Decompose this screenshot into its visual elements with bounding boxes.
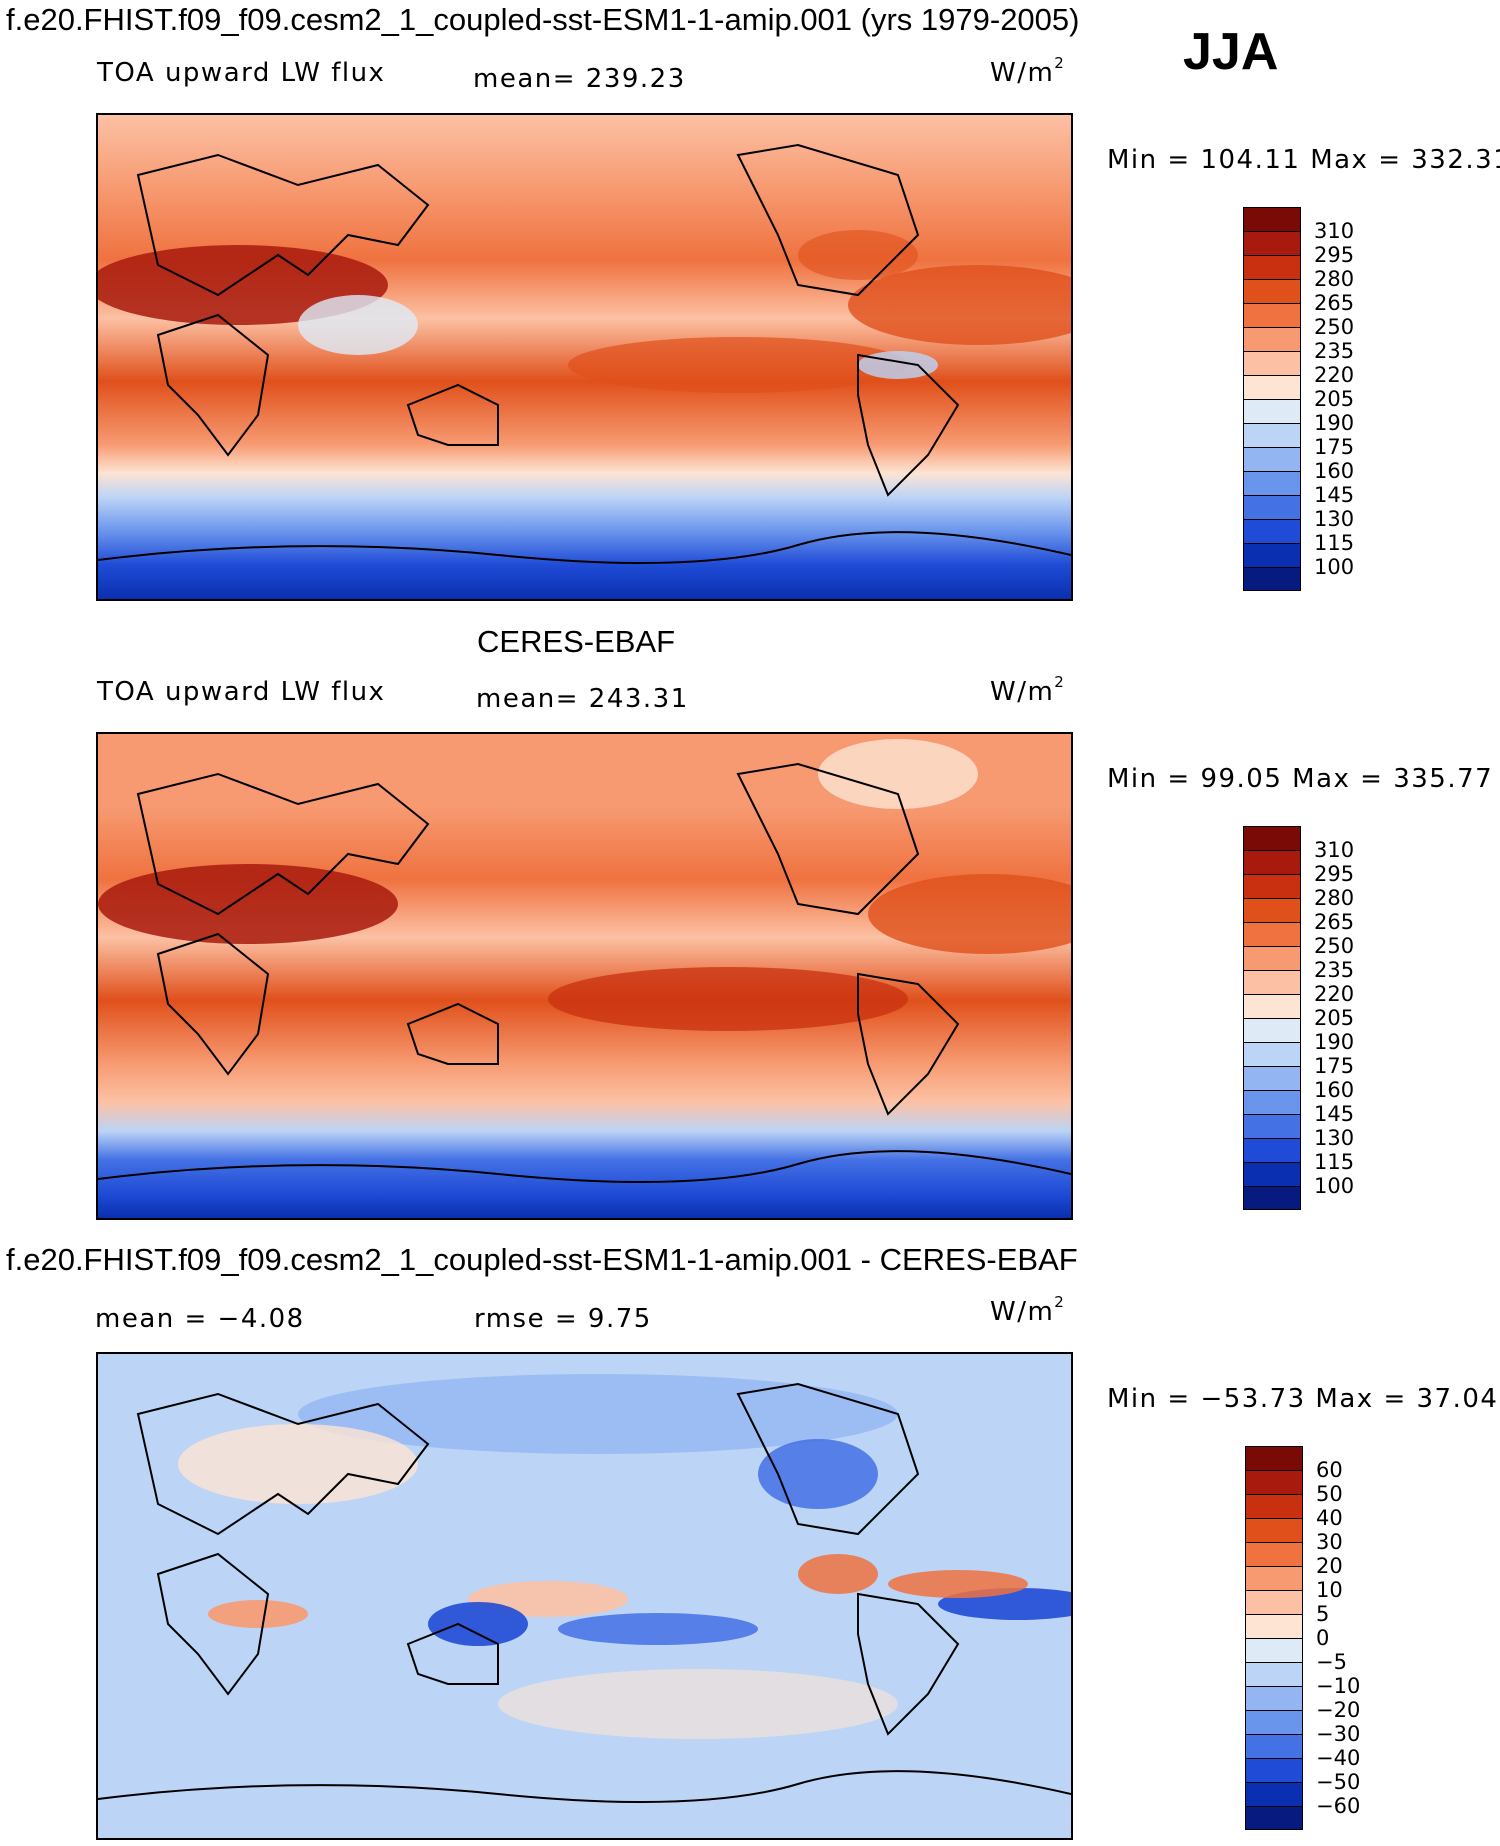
cb3-tick: −30 — [1316, 1722, 1361, 1746]
cb3-tick: 60 — [1316, 1458, 1343, 1482]
cb2-tick: 130 — [1314, 1126, 1355, 1150]
cb1-tick: 310 — [1314, 219, 1355, 243]
cb3-tick: 20 — [1316, 1554, 1343, 1578]
panel1-mean: mean= 239.23 — [473, 64, 686, 94]
cb1-tick: 175 — [1314, 435, 1355, 459]
panel3-units: W/m2 — [990, 1293, 1066, 1327]
cb2-tick: 250 — [1314, 934, 1355, 958]
cb1-tick: 295 — [1314, 243, 1355, 267]
panel1-colorbar — [1243, 207, 1301, 591]
cb2-tick: 160 — [1314, 1078, 1355, 1102]
panel3-minmax: Min = −53.73 Max = 37.04 — [1107, 1384, 1499, 1414]
cb2-tick: 145 — [1314, 1102, 1355, 1126]
panel1-minmax: Min = 104.11 Max = 332.31 — [1107, 145, 1500, 175]
panel3-rmse: rmse = 9.75 — [474, 1304, 652, 1334]
cb1-tick: 280 — [1314, 267, 1355, 291]
panel2-variable: TOA upward LW flux — [97, 677, 386, 707]
panel2-title: CERES-EBAF — [477, 624, 676, 659]
panel1-map — [96, 113, 1073, 601]
panel2-minmax: Min = 99.05 Max = 335.77 — [1107, 764, 1494, 794]
cb2-tick: 280 — [1314, 886, 1355, 910]
panel1-variable: TOA upward LW flux — [97, 58, 386, 88]
cb2-tick: 100 — [1314, 1174, 1355, 1198]
panel3-colorbar — [1245, 1446, 1303, 1830]
cb3-tick: 40 — [1316, 1506, 1343, 1530]
panel2-units: W/m2 — [990, 673, 1066, 707]
cb1-tick: 250 — [1314, 315, 1355, 339]
cb3-tick: −10 — [1316, 1674, 1361, 1698]
cb2-tick: 205 — [1314, 1006, 1355, 1030]
cb3-tick: 50 — [1316, 1482, 1343, 1506]
cb1-tick: 145 — [1314, 483, 1355, 507]
cb3-tick: −50 — [1316, 1770, 1361, 1794]
cb2-tick: 115 — [1314, 1150, 1355, 1174]
cb3-tick: −40 — [1316, 1746, 1361, 1770]
panel2-map — [96, 732, 1073, 1220]
cb2-tick: 220 — [1314, 982, 1355, 1006]
cb1-tick: 205 — [1314, 387, 1355, 411]
cb2-tick: 190 — [1314, 1030, 1355, 1054]
cb2-tick: 265 — [1314, 910, 1355, 934]
cb3-tick: 0 — [1316, 1626, 1330, 1650]
cb1-tick: 235 — [1314, 339, 1355, 363]
cb2-tick: 175 — [1314, 1054, 1355, 1078]
cb3-tick: 5 — [1316, 1602, 1330, 1626]
panel3-map — [96, 1352, 1073, 1840]
panel3-title: f.e20.FHIST.f09_f09.cesm2_1_coupled-sst-… — [6, 1242, 1078, 1277]
cb1-tick: 130 — [1314, 507, 1355, 531]
cb3-tick: −20 — [1316, 1698, 1361, 1722]
cb2-tick: 295 — [1314, 862, 1355, 886]
cb3-tick: 30 — [1316, 1530, 1343, 1554]
cb1-tick: 160 — [1314, 459, 1355, 483]
cb1-tick: 265 — [1314, 291, 1355, 315]
panel1-units: W/m2 — [990, 54, 1066, 88]
panel2-mean: mean= 243.31 — [476, 684, 689, 714]
season-label: JJA — [1183, 23, 1279, 81]
panel3-mean: mean = −4.08 — [95, 1304, 305, 1334]
cb3-tick: −5 — [1316, 1650, 1347, 1674]
cb3-tick: 10 — [1316, 1578, 1343, 1602]
cb2-tick: 235 — [1314, 958, 1355, 982]
cb1-tick: 190 — [1314, 411, 1355, 435]
cb1-tick: 220 — [1314, 363, 1355, 387]
cb2-tick: 310 — [1314, 838, 1355, 862]
panel2-colorbar — [1243, 826, 1301, 1210]
figure-title: f.e20.FHIST.f09_f09.cesm2_1_coupled-sst-… — [6, 2, 1080, 37]
cb1-tick: 100 — [1314, 555, 1355, 579]
cb1-tick: 115 — [1314, 531, 1355, 555]
cb3-tick: −60 — [1316, 1794, 1361, 1818]
